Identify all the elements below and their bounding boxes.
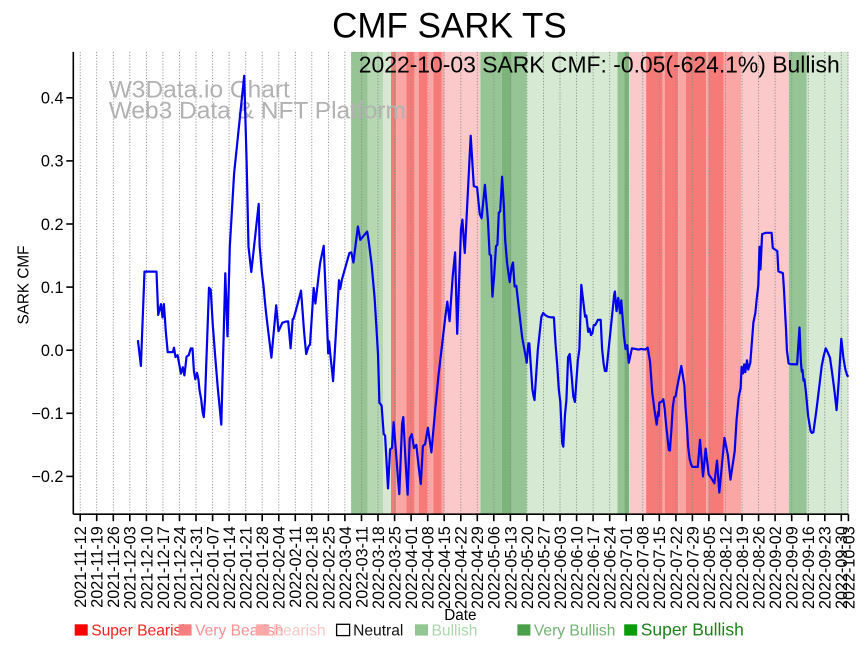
svg-text:2022-09-16: 2022-09-16 (800, 526, 818, 609)
svg-text:2022-08-05: 2022-08-05 (701, 526, 719, 609)
svg-text:2022-03-18: 2022-03-18 (370, 526, 388, 609)
svg-text:2022-04-01: 2022-04-01 (403, 526, 421, 609)
svg-text:2022-05-27: 2022-05-27 (535, 526, 553, 609)
svg-text:2022-05-13: 2022-05-13 (502, 526, 520, 609)
svg-text:2022-08-12: 2022-08-12 (717, 526, 735, 609)
svg-text:2022-07-29: 2022-07-29 (684, 526, 702, 609)
svg-text:Super Bearish: Super Bearish (91, 623, 190, 640)
svg-text:Neutral: Neutral (353, 623, 403, 640)
svg-text:2022-09-30: 2022-09-30 (833, 526, 851, 609)
svg-text:2022-02-18: 2022-02-18 (304, 526, 322, 609)
svg-text:2022-09-09: 2022-09-09 (784, 526, 802, 609)
svg-text:Bearish: Bearish (273, 623, 326, 640)
svg-text:−0.2: −0.2 (31, 468, 63, 486)
svg-text:2022-06-17: 2022-06-17 (585, 526, 603, 609)
svg-text:CMF SARK TS: CMF SARK TS (332, 7, 567, 46)
svg-text:0.2: 0.2 (41, 216, 64, 234)
svg-text:−0.1: −0.1 (31, 405, 63, 423)
svg-text:2021-12-03: 2021-12-03 (122, 526, 140, 609)
svg-text:2022-03-25: 2022-03-25 (387, 526, 405, 609)
svg-text:2022-06-03: 2022-06-03 (552, 526, 570, 609)
svg-text:2021-12-24: 2021-12-24 (171, 526, 189, 609)
svg-text:0.1: 0.1 (41, 279, 64, 297)
svg-text:Date: Date (444, 607, 476, 624)
svg-text:2022-08-19: 2022-08-19 (734, 526, 752, 609)
svg-text:2022-06-10: 2022-06-10 (569, 526, 587, 609)
svg-text:2022-02-25: 2022-02-25 (320, 526, 338, 609)
svg-text:2022-02-11: 2022-02-11 (287, 526, 305, 608)
svg-text:0.4: 0.4 (41, 90, 64, 108)
svg-text:0.3: 0.3 (41, 153, 64, 171)
svg-text:2022-02-04: 2022-02-04 (271, 526, 289, 609)
svg-text:2022-08-26: 2022-08-26 (751, 526, 769, 609)
svg-text:2021-11-26: 2021-11-26 (105, 526, 123, 608)
svg-text:2022-04-08: 2022-04-08 (420, 526, 438, 609)
svg-text:Bullish: Bullish (432, 623, 478, 640)
svg-text:2022-09-02: 2022-09-02 (767, 526, 785, 609)
svg-text:2022-10-03 SARK CMF: -0.05(-62: 2022-10-03 SARK CMF: -0.05(-624.1%) Bull… (359, 52, 840, 78)
svg-text:2022-05-06: 2022-05-06 (486, 526, 504, 609)
svg-text:0.0: 0.0 (41, 342, 64, 360)
svg-text:2022-10-03: 2022-10-03 (840, 526, 858, 609)
svg-text:W3Data.io Chart: W3Data.io Chart (109, 77, 290, 104)
svg-text:2022-07-22: 2022-07-22 (668, 526, 686, 609)
svg-text:Very Bullish: Very Bullish (534, 623, 615, 640)
svg-text:2022-04-22: 2022-04-22 (453, 526, 471, 609)
svg-text:2022-03-11: 2022-03-11 (353, 526, 371, 608)
svg-text:2021-12-31: 2021-12-31 (188, 526, 206, 609)
svg-text:2022-01-07: 2022-01-07 (205, 526, 223, 609)
svg-text:2022-05-20: 2022-05-20 (519, 526, 537, 609)
svg-text:2022-09-23: 2022-09-23 (817, 526, 835, 609)
svg-text:2022-07-08: 2022-07-08 (635, 526, 653, 609)
svg-text:2022-03-04: 2022-03-04 (337, 526, 355, 609)
svg-text:2021-12-17: 2021-12-17 (155, 526, 173, 609)
svg-text:SARK CMF: SARK CMF (16, 245, 33, 324)
svg-text:2021-11-12: 2021-11-12 (72, 526, 90, 608)
svg-text:2022-01-28: 2022-01-28 (254, 526, 272, 609)
svg-text:2022-01-21: 2022-01-21 (238, 526, 256, 609)
svg-text:2021-12-10: 2021-12-10 (138, 526, 156, 609)
svg-text:2022-07-01: 2022-07-01 (618, 526, 636, 609)
svg-text:2022-04-29: 2022-04-29 (469, 526, 487, 609)
svg-text:Web3 Data & NFT Platform: Web3 Data & NFT Platform (109, 97, 406, 124)
svg-text:Very Bearish: Very Bearish (195, 623, 283, 640)
svg-text:2022-07-15: 2022-07-15 (651, 526, 669, 609)
svg-text:2022-06-24: 2022-06-24 (602, 526, 620, 609)
svg-text:2022-01-14: 2022-01-14 (221, 526, 239, 609)
svg-text:2022-04-15: 2022-04-15 (436, 526, 454, 609)
svg-text:2021-11-19: 2021-11-19 (89, 526, 107, 608)
svg-text:Super Bullish: Super Bullish (641, 620, 744, 640)
